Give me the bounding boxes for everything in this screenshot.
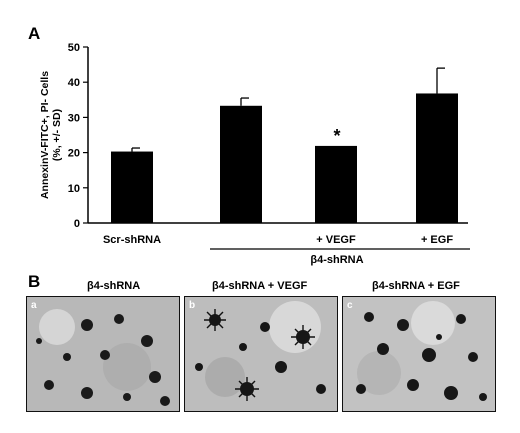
micro-title-b: β4-shRNA + VEGF [212,280,308,292]
y-tick-label: 10 [68,183,80,195]
group-label: β4-shRNA [310,254,363,266]
y-tick-label: 30 [68,112,80,124]
significance-marker: * [333,126,340,146]
y-tick-label: 20 [68,148,80,160]
bar [315,145,357,223]
x-tick-label: + VEGF [316,234,356,246]
bar [220,105,262,223]
micro-title-a: β4-shRNA [87,280,141,292]
panel-b-letter: B [28,272,41,291]
y-tick-label: 40 [68,77,80,89]
x-tick-label: + EGF [421,234,453,246]
y-axis-label: (%, +/- SD) [51,109,63,161]
micro-letter-c: c [347,300,353,311]
x-tick-label: Scr-shRNA [103,234,161,246]
micrograph-a: a [26,296,180,412]
micro-title-c: β4-shRNA + EGF [372,280,460,292]
panel-a-letter: A [28,24,41,43]
micrograph-c: c [342,296,496,412]
micro-letter-b: b [189,300,196,311]
micrograph-b: b [184,296,338,412]
y-axis-label: AnnexinV-FITC+, PI- Cells [39,71,51,199]
y-tick-label: 50 [68,42,80,54]
bar [111,151,153,223]
y-tick-label: 0 [74,218,80,230]
bar-chart: 0 10 20 30 40 50 AnnexinV-FITC+, PI- Cells (%, … [39,42,470,266]
micro-letter-a: a [31,300,37,311]
bar [416,93,458,224]
